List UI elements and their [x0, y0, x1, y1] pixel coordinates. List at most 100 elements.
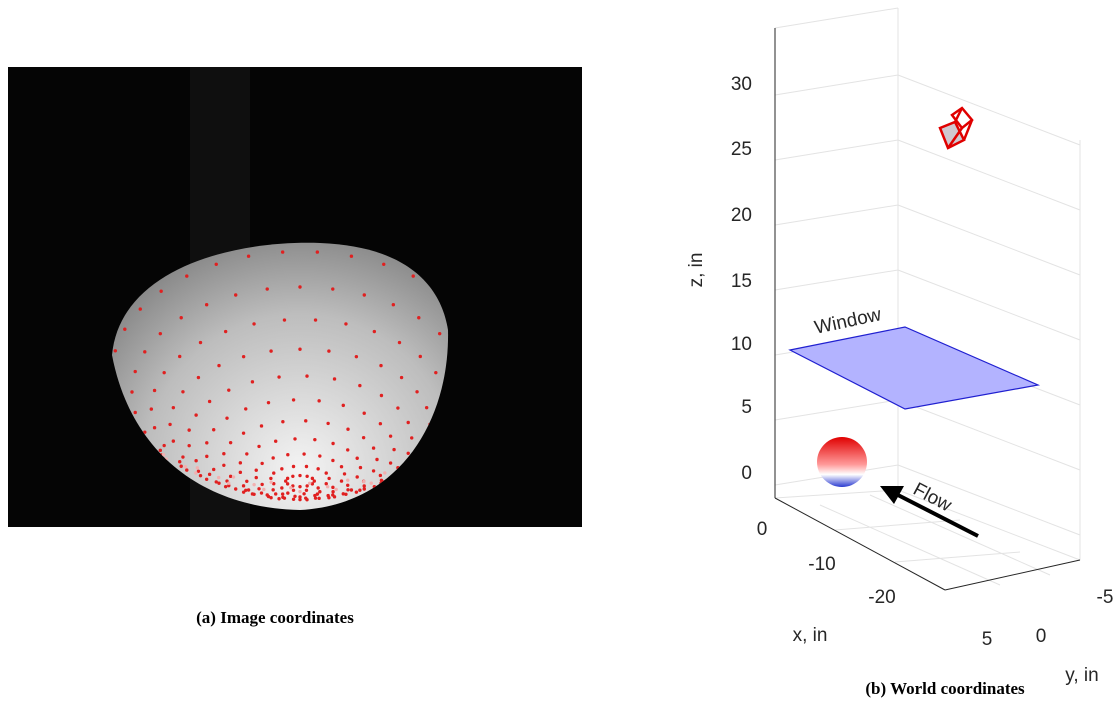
- dot: [222, 463, 226, 467]
- dot: [298, 497, 302, 502]
- dot: [331, 490, 335, 494]
- dot: [212, 467, 216, 472]
- dot: [198, 340, 203, 345]
- dot: [262, 487, 266, 492]
- dot: [315, 250, 320, 254]
- dot: [339, 464, 344, 469]
- dot: [327, 476, 331, 481]
- dot: [159, 289, 163, 293]
- dot: [123, 327, 127, 331]
- dot: [346, 448, 350, 452]
- dot: [198, 473, 203, 478]
- flow-arrow: [895, 492, 979, 538]
- dot: [325, 484, 330, 489]
- dot: [254, 475, 258, 480]
- dot: [344, 322, 348, 326]
- dot: [406, 451, 410, 456]
- dot: [396, 406, 400, 410]
- dot: [187, 443, 191, 448]
- dot: [272, 481, 276, 486]
- dot: [257, 444, 261, 449]
- dot: [245, 452, 249, 456]
- dot: [282, 318, 287, 322]
- dot: [362, 479, 366, 484]
- dot: [196, 375, 201, 380]
- dot: [313, 437, 317, 442]
- dot: [332, 377, 337, 381]
- dot: [293, 494, 297, 499]
- dot: [282, 496, 287, 500]
- dot: [130, 390, 134, 394]
- dot: [227, 388, 231, 392]
- dot: [133, 369, 137, 374]
- dot: [194, 471, 198, 475]
- dot: [378, 422, 383, 426]
- dot: [324, 481, 328, 486]
- dot: [327, 496, 331, 500]
- dot: [231, 475, 236, 479]
- dot: [437, 331, 442, 336]
- dot: [298, 347, 302, 351]
- dot: [234, 293, 238, 297]
- dot: [317, 496, 321, 501]
- dot: [298, 285, 302, 289]
- dot: [362, 411, 366, 415]
- dot: [318, 490, 322, 494]
- dot: [388, 434, 393, 438]
- dot: [346, 478, 350, 482]
- dot: [214, 262, 218, 266]
- dot: [358, 383, 362, 388]
- dot: [274, 439, 278, 443]
- dot: [346, 483, 350, 487]
- dot: [241, 354, 246, 359]
- dot: [244, 407, 248, 411]
- z-tick-label: 15: [731, 271, 752, 292]
- dot: [181, 455, 185, 459]
- dot: [179, 464, 183, 468]
- dot: [216, 475, 221, 480]
- dot: [158, 331, 163, 336]
- dot: [349, 488, 354, 492]
- dot: [355, 456, 359, 460]
- dot: [162, 370, 166, 375]
- window-plane: [788, 326, 1041, 410]
- dot: [260, 482, 264, 487]
- dot: [252, 492, 256, 496]
- dot: [194, 459, 198, 463]
- dot: [388, 461, 393, 465]
- dot: [161, 453, 166, 457]
- dot: [291, 474, 295, 478]
- x-tick-label: -10: [808, 554, 835, 575]
- dot: [411, 274, 415, 278]
- dot: [305, 498, 309, 502]
- camera: [938, 106, 974, 150]
- dot: [238, 470, 243, 475]
- dot: [304, 464, 309, 469]
- y-tick-label: 5: [982, 629, 993, 650]
- dot: [298, 484, 302, 489]
- dot: [238, 461, 243, 465]
- dot: [277, 497, 281, 501]
- flow-arrowhead: [880, 486, 904, 504]
- dot: [250, 380, 255, 384]
- dot: [185, 274, 189, 278]
- dot: [284, 479, 288, 483]
- dot: [434, 370, 438, 375]
- x-tick-label: 0: [757, 519, 768, 540]
- dot: [378, 473, 383, 478]
- dot: [241, 431, 246, 435]
- dot: [313, 318, 318, 322]
- dot: [289, 486, 293, 490]
- dot: [223, 329, 228, 334]
- dot: [304, 488, 309, 492]
- z-tick-label: 20: [731, 205, 752, 226]
- dot: [246, 488, 251, 492]
- dot: [310, 476, 315, 481]
- dot: [265, 493, 269, 497]
- dot: [417, 316, 421, 320]
- dot: [331, 458, 335, 463]
- dot: [269, 480, 273, 484]
- dot: [271, 488, 275, 492]
- dot: [280, 486, 284, 490]
- dot: [241, 490, 246, 494]
